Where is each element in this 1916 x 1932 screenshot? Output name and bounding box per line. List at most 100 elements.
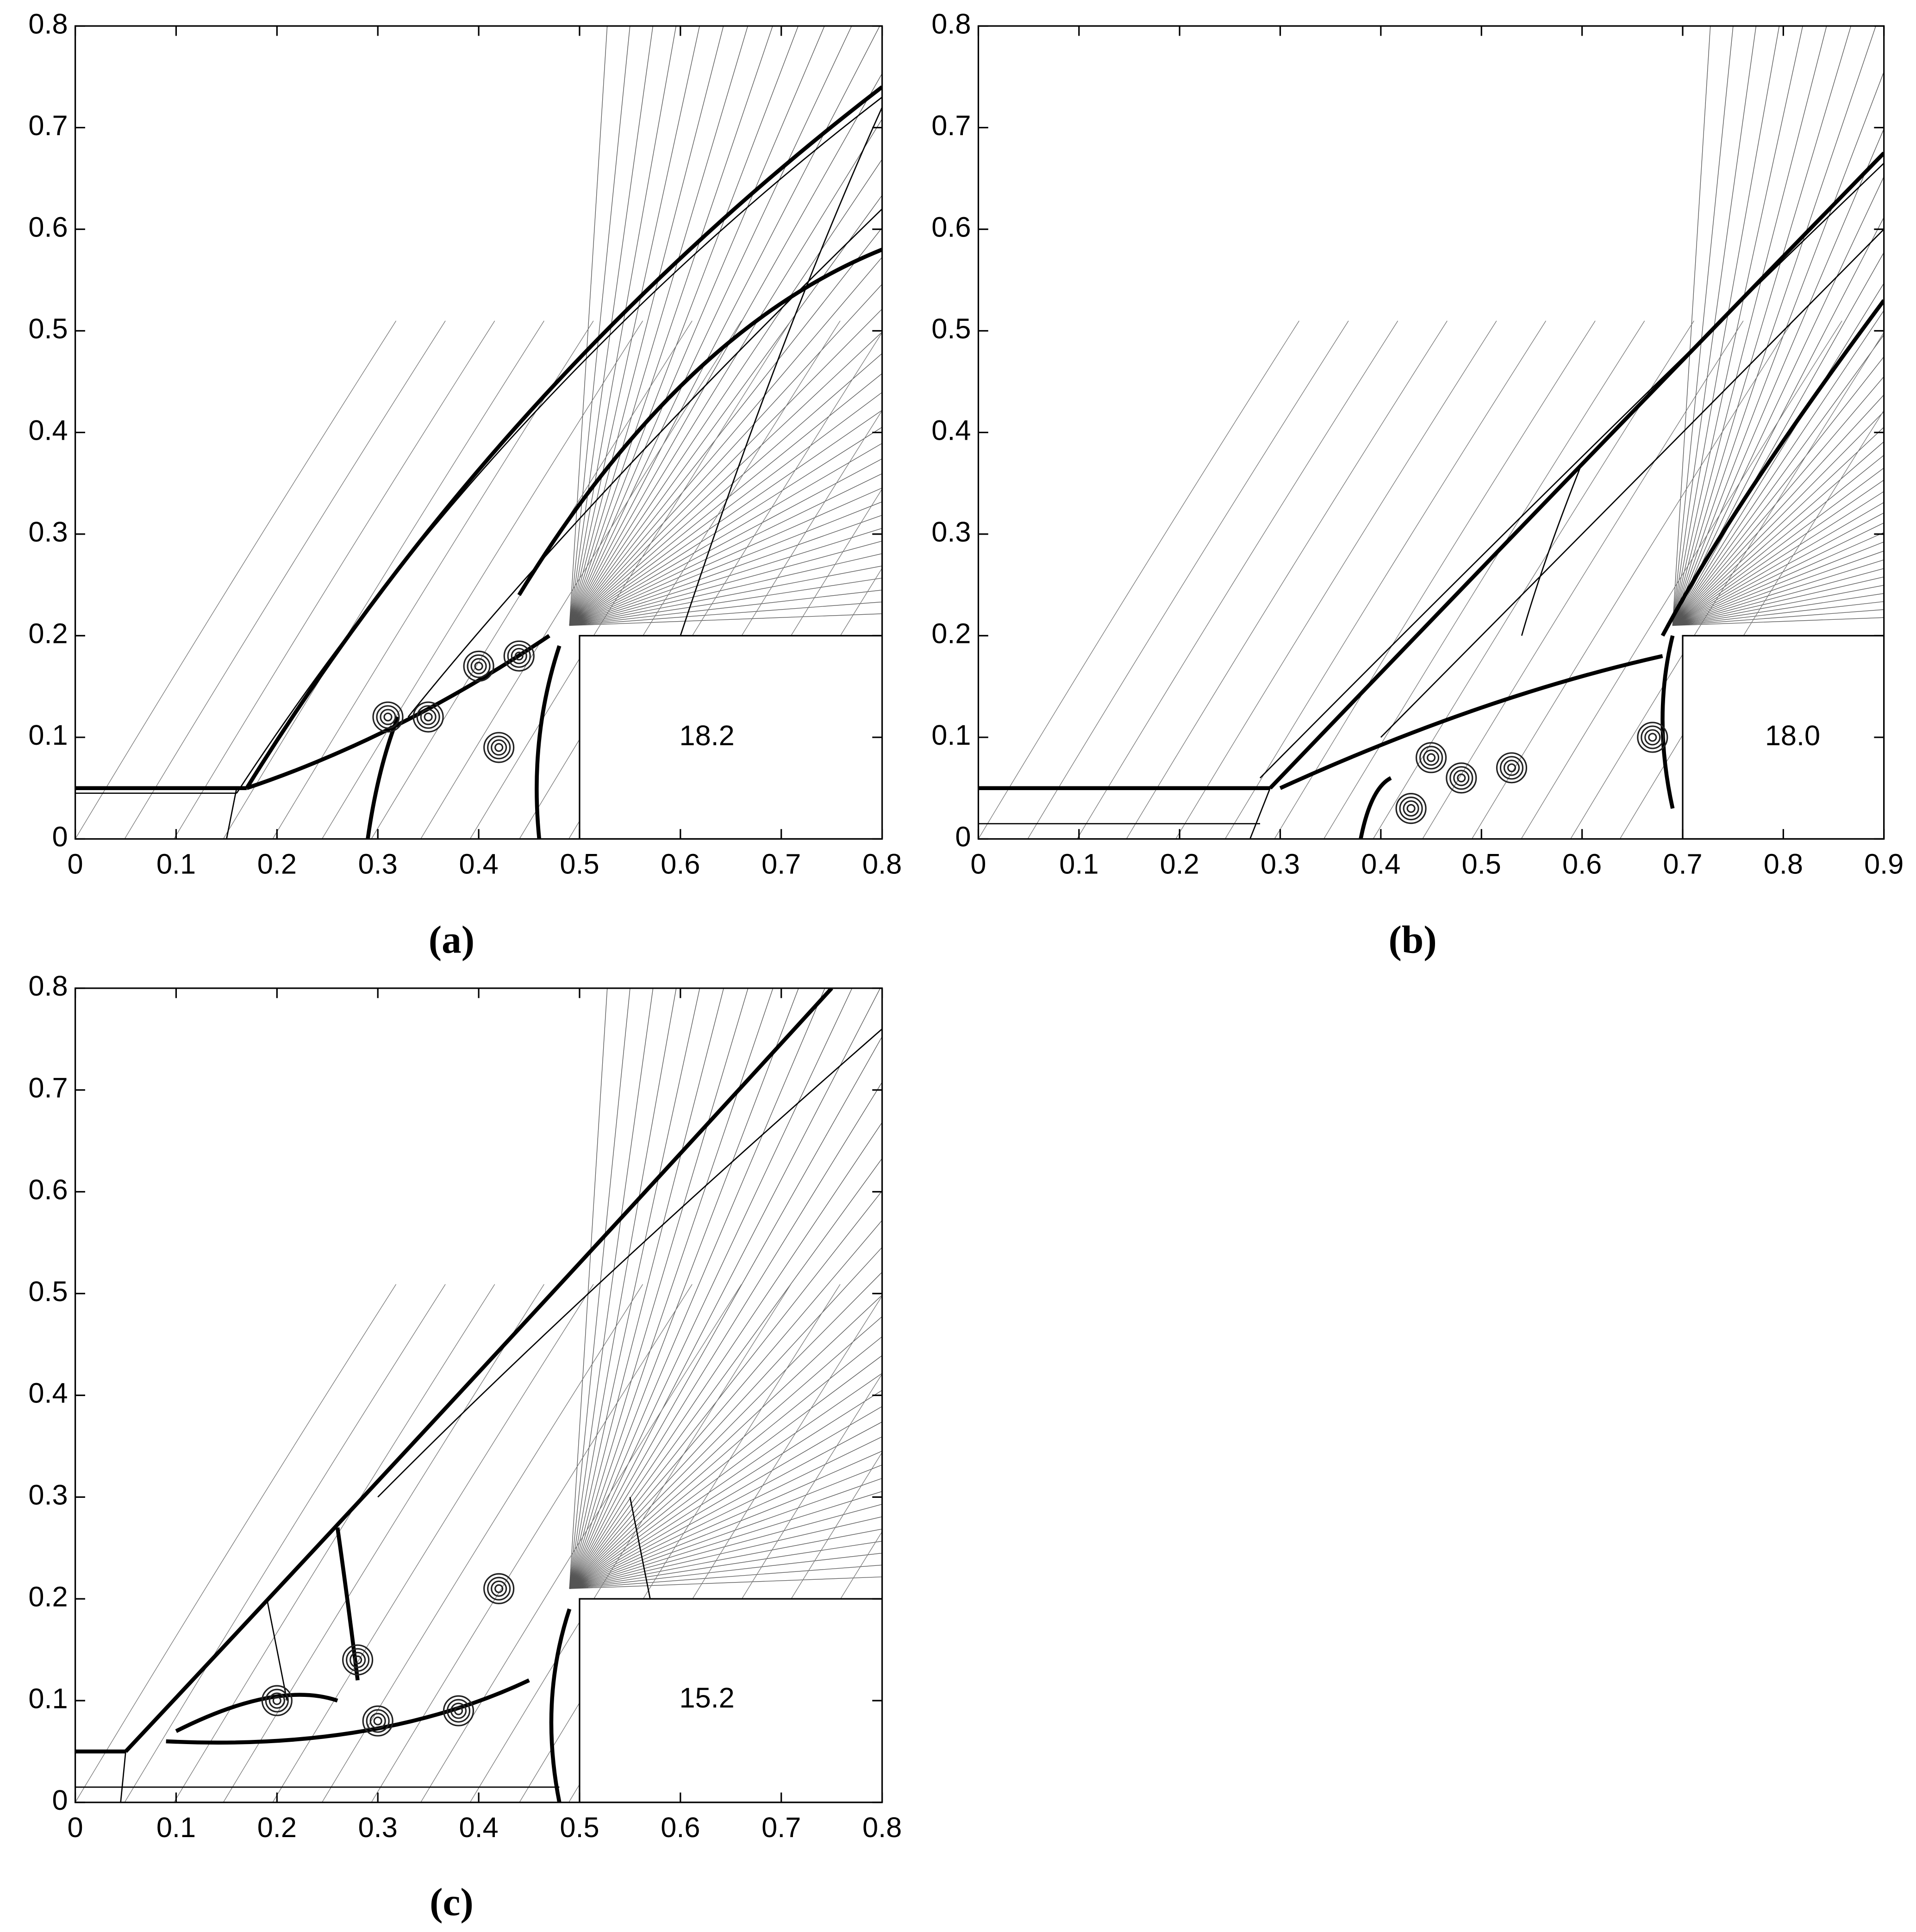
contour-line [1471, 320, 1793, 839]
y-tick-label: 0.1 [931, 719, 971, 751]
contour-line [680, 107, 882, 636]
contour-line [322, 320, 643, 839]
contour-line [272, 320, 594, 839]
contour-line [1672, 411, 1884, 626]
contour-line [569, 1516, 882, 1589]
y-tick-label: 0.2 [28, 1581, 68, 1612]
contour-line [1672, 532, 1884, 626]
contour-line [1521, 462, 1583, 636]
y-tick-label: 0.5 [931, 313, 971, 344]
contour-line [569, 26, 825, 626]
vortex [483, 1573, 515, 1604]
contour-line [124, 1284, 446, 1802]
contour-line [569, 373, 882, 626]
contour-line [569, 988, 749, 1589]
contour-line [569, 988, 654, 1589]
contour-line [1672, 455, 1884, 626]
vortex [1503, 760, 1520, 776]
contour-line [1672, 70, 1884, 626]
panel: 0 0.1 0.2 0.3 0.4 0.5 0.6 0.7 0.8 0 0.1 0.2 0.3 0.4 0.… [28, 970, 902, 1924]
contour-line [569, 26, 773, 626]
y-tick-label: 0.3 [931, 516, 971, 548]
annotation: 15.2 [679, 1682, 734, 1714]
y-tick-label: 0.8 [28, 970, 68, 1002]
contour-line [569, 1220, 882, 1589]
contour-line [377, 1028, 882, 1498]
y-tick-label: 0.6 [28, 211, 68, 243]
shock-line [1279, 654, 1663, 790]
contour-line [1672, 394, 1884, 626]
contour-line [569, 988, 630, 1589]
contour-line [1673, 542, 1884, 626]
vortex [494, 743, 504, 752]
y-tick-label: 0.5 [28, 313, 68, 344]
y-tick-label: 0.3 [28, 1479, 68, 1511]
contour-line [1673, 568, 1884, 626]
vortex [483, 732, 515, 763]
contour-line [174, 320, 495, 839]
x-tick-label: 0.4 [459, 1812, 498, 1843]
vortex [487, 1577, 511, 1601]
contour-line [569, 26, 654, 626]
contour-line [569, 26, 852, 626]
contour-line [174, 1284, 495, 1802]
contour-line [1175, 320, 1497, 839]
x-tick-label: 0.3 [1261, 848, 1300, 879]
contour-line [569, 1158, 882, 1589]
x-tick-label: 0.6 [661, 848, 700, 879]
contour-line [1672, 480, 1884, 626]
contour-line [1672, 128, 1884, 626]
vortex [1644, 729, 1661, 746]
vortex [1637, 722, 1668, 753]
contour-line [569, 988, 700, 1589]
contour-line [978, 320, 1299, 839]
contour-line [569, 1564, 882, 1589]
vortex [1416, 742, 1447, 773]
y-tick-label: 0.8 [931, 8, 971, 39]
contour-line [223, 320, 544, 839]
contour-line [569, 158, 882, 626]
contour-line [1672, 26, 1711, 626]
contour-line [569, 1246, 882, 1589]
vortex [1499, 756, 1524, 780]
contour-line [569, 26, 608, 626]
contour-line [569, 1451, 882, 1589]
vortex [1446, 762, 1477, 794]
contour-line [1672, 26, 1734, 626]
contour-line [569, 501, 882, 626]
contour-line [569, 1373, 882, 1589]
panel: 0 0.1 0.2 0.3 0.4 0.5 0.6 0.7 0.8 0 0.1 0.2 0.3 0.4 0.… [28, 8, 902, 961]
vortex [376, 705, 400, 729]
contour-line [1672, 522, 1884, 626]
contour-line [1672, 502, 1884, 626]
contour-line [569, 1316, 882, 1589]
y-tick-label: 0.8 [28, 8, 68, 39]
contour-line [569, 1478, 882, 1589]
contour-line [569, 1436, 882, 1589]
contour-line [569, 1390, 882, 1589]
x-tick-label: 0.7 [1663, 848, 1702, 879]
x-tick-label: 0.1 [156, 848, 196, 879]
x-tick-label: 0 [68, 1812, 83, 1843]
contour-line [1672, 441, 1884, 626]
vortex [1457, 773, 1466, 783]
contour-line [569, 353, 882, 626]
contour-line [569, 988, 853, 1589]
y-tick-label: 0.4 [28, 415, 68, 446]
contour-line [569, 26, 799, 626]
vortex [1453, 770, 1470, 786]
vortex [342, 1644, 374, 1676]
contour-line [569, 1336, 882, 1589]
vortex [446, 1699, 471, 1723]
contour-line [1672, 26, 1757, 626]
x-tick-label: 0.8 [862, 1812, 902, 1843]
contour-line [120, 1751, 126, 1802]
contour-line [569, 988, 799, 1589]
contour-line [1380, 229, 1884, 738]
contour-line [1077, 320, 1398, 839]
vortex [424, 712, 433, 722]
contour-line [1672, 26, 1852, 626]
contour-line [1224, 320, 1547, 839]
contour-line [569, 256, 882, 626]
contour-line [569, 1465, 882, 1589]
